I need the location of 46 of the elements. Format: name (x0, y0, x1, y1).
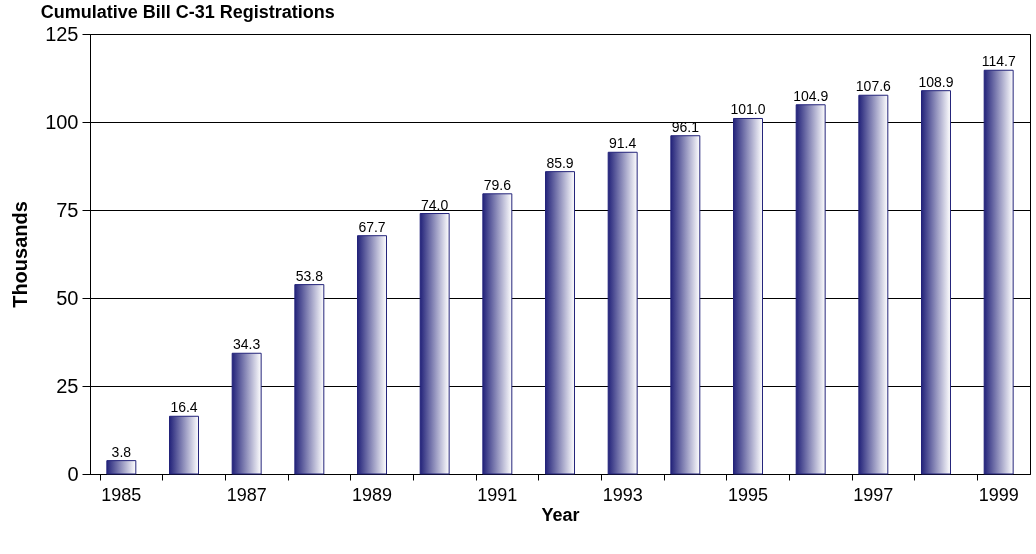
bar (545, 171, 575, 475)
x-tick-label: 1991 (477, 484, 518, 505)
chart-title: Cumulative Bill C-31 Registrations (40, 2, 335, 22)
y-tick-label: 0 (67, 462, 79, 485)
x-tick-label: 1997 (853, 484, 894, 505)
data-label: 67.7 (358, 218, 386, 235)
bar (482, 193, 513, 475)
y-tick-label: 50 (56, 286, 79, 309)
x-tick-label: 1987 (226, 484, 267, 505)
x-tick-label: 1993 (602, 484, 643, 505)
data-label: 107.6 (855, 78, 892, 95)
data-label: 74.0 (421, 196, 449, 213)
x-axis-title: Year (541, 504, 580, 525)
bar (921, 90, 951, 475)
data-label: 79.6 (483, 176, 512, 193)
data-label: 101.0 (730, 101, 766, 118)
y-axis-title: Thousands (9, 201, 32, 308)
bar (733, 117, 763, 475)
x-tick-label: 1999 (978, 484, 1019, 505)
y-tick-label: 25 (56, 374, 79, 397)
bar (795, 104, 826, 475)
data-label: 3.8 (111, 443, 132, 460)
bar (983, 69, 1014, 475)
y-tick-label: 125 (45, 22, 79, 45)
x-tick-label: 1985 (101, 484, 142, 505)
data-label: 108.9 (918, 73, 954, 90)
bar (231, 352, 262, 475)
bar (357, 235, 387, 475)
x-tick-label: 1995 (727, 484, 769, 505)
x-tick-label: 1989 (351, 484, 393, 505)
data-label: 53.8 (295, 267, 324, 284)
data-label: 34.3 (233, 336, 261, 353)
data-label: 85.9 (546, 154, 574, 171)
data-label: 114.7 (981, 53, 1016, 70)
data-label: 91.4 (609, 135, 637, 152)
bar (670, 135, 701, 475)
bar (294, 284, 325, 475)
y-tick-label: 75 (56, 198, 79, 221)
data-label: 104.9 (793, 87, 829, 104)
bar (419, 213, 450, 475)
data-label: 16.4 (170, 399, 198, 416)
bar (106, 460, 137, 475)
bar (169, 415, 199, 475)
bar (607, 151, 638, 475)
y-tick-label: 100 (45, 110, 79, 133)
bar (858, 94, 889, 475)
